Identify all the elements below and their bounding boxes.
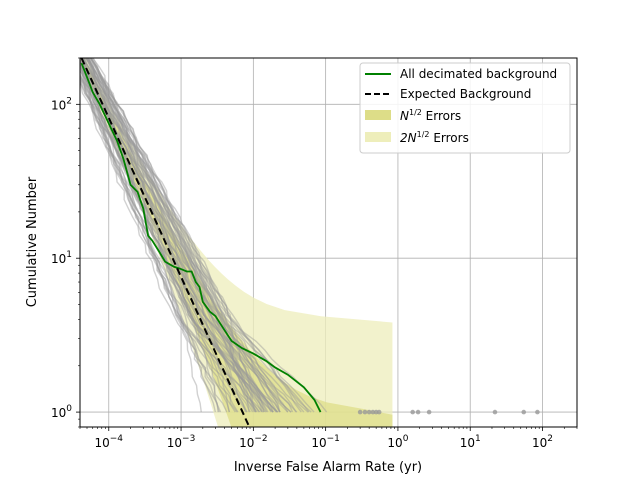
tail-point	[370, 409, 376, 415]
legend-swatch-two-n-half	[365, 132, 391, 142]
tail-point	[426, 409, 432, 415]
background-trials	[80, 58, 328, 413]
background-trial-line	[80, 73, 264, 413]
tail-point	[521, 409, 527, 415]
background-trial-line	[86, 58, 265, 413]
background-trial-line	[90, 58, 312, 413]
background-trial-line	[82, 58, 292, 413]
background-trial-line	[87, 58, 292, 413]
background-trial-line	[83, 58, 257, 413]
plot-frame	[79, 57, 578, 428]
background-trial-line	[80, 69, 248, 413]
x-tick-label: 100	[387, 434, 408, 450]
legend-box	[359, 62, 571, 154]
tail-point	[492, 409, 498, 415]
background-trial-line	[80, 78, 239, 413]
y-tick-label: 100	[51, 404, 72, 420]
tail-point	[410, 409, 415, 415]
background-trial-line	[81, 58, 298, 413]
background-trial-line	[90, 58, 263, 413]
background-trial-line	[81, 58, 265, 413]
legend-swatch-n-half	[365, 110, 391, 120]
legend: All decimated background Expected Backgr…	[359, 62, 571, 154]
background-trial-line	[86, 58, 250, 413]
background-trial-line	[85, 58, 263, 413]
background-trial-line	[90, 58, 278, 413]
background-trial-line	[80, 76, 219, 413]
legend-label-two-n-half: 2N1/2 Errors	[400, 130, 469, 145]
tail-point	[366, 409, 372, 415]
background-trial-line	[80, 63, 281, 413]
background-trial-line	[80, 60, 251, 413]
background-trial-line	[84, 58, 275, 413]
series-lines	[80, 58, 322, 427]
tail-point	[362, 409, 368, 415]
background-trial-line	[88, 58, 297, 413]
tail-point	[415, 409, 421, 415]
background-trial-line	[83, 58, 247, 413]
background-trial-line	[80, 60, 279, 413]
background-trial-line	[80, 69, 274, 413]
background-trial-line	[80, 65, 278, 413]
expected-background-line	[80, 58, 251, 427]
two-n-half-band	[80, 58, 393, 427]
background-trial-line	[86, 58, 274, 413]
background-trial-line	[80, 63, 274, 413]
background-trial-line	[83, 58, 289, 413]
tail-point	[535, 409, 540, 415]
error-bands	[80, 58, 393, 427]
background-trial-line	[80, 58, 269, 413]
tail-points	[357, 409, 540, 415]
y-axis-label: Cumulative Number	[25, 176, 40, 307]
x-tick-label: 10−1	[311, 434, 340, 450]
x-tick-label: 10−3	[167, 434, 196, 450]
background-trial-line	[80, 72, 228, 413]
decimated-background-line	[80, 62, 322, 413]
background-trial-line	[80, 63, 267, 413]
background-trial-line	[83, 58, 268, 413]
x-tick-label: 102	[532, 434, 553, 450]
x-ticks: 10−4 10−3 10−2 10−1 100 101 102	[79, 427, 578, 450]
x-tick-label: 101	[460, 434, 481, 450]
background-trial-line	[86, 58, 294, 413]
background-trial-line	[80, 59, 277, 413]
background-trial-line	[80, 58, 279, 413]
background-trial-line	[92, 58, 302, 413]
background-trial-line	[92, 58, 310, 413]
x-axis-label: Inverse False Alarm Rate (yr)	[234, 460, 422, 475]
y-tick-label: 101	[51, 250, 72, 266]
x-tick-label: 10−4	[94, 434, 123, 450]
legend-label-decimated: All decimated background	[400, 67, 557, 81]
y-ticks: 100 101 102	[51, 57, 80, 428]
background-trial-line	[90, 58, 281, 413]
n-half-band	[80, 58, 393, 427]
background-trial-line	[80, 58, 261, 413]
x-tick-label: 10−2	[239, 434, 268, 450]
background-trial-line	[90, 58, 309, 413]
background-trial-line	[82, 58, 272, 413]
background-trial-line	[80, 80, 258, 413]
background-trial-line	[80, 80, 236, 413]
background-trial-line	[80, 59, 222, 413]
background-trial-line	[87, 58, 260, 413]
background-trial-line	[85, 58, 257, 413]
background-trial-line	[87, 58, 289, 413]
background-trial-line	[89, 58, 315, 413]
background-trial-line	[89, 58, 281, 413]
y-tick-label: 102	[51, 96, 72, 112]
background-trial-line	[86, 58, 281, 413]
legend-label-expected: Expected Background	[400, 87, 531, 101]
tail-point	[376, 409, 382, 415]
background-trial-line	[85, 58, 305, 413]
legend-label-n-half: N1/2 Errors	[400, 108, 461, 123]
background-trial-line	[81, 58, 257, 413]
background-trial-line	[80, 64, 231, 413]
tail-point	[357, 409, 363, 415]
background-trial-line	[90, 58, 328, 413]
background-trial-line	[89, 58, 254, 413]
